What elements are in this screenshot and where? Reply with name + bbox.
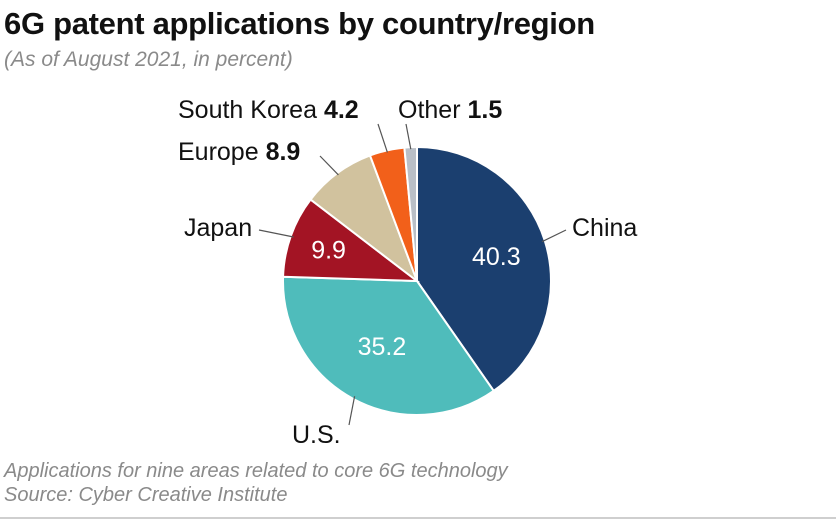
slice-label-u-s: U.S. bbox=[292, 421, 341, 449]
leader-line-other bbox=[405, 123, 412, 150]
leader-line-japan bbox=[258, 229, 294, 238]
slice-value-europe: 8.9 bbox=[266, 138, 301, 166]
slice-label-china: China bbox=[572, 214, 637, 242]
bottom-divider bbox=[0, 517, 836, 519]
slice-label-other: Other 1.5 bbox=[398, 96, 502, 124]
leader-line-south-korea bbox=[377, 123, 388, 153]
chart-title: 6G patent applications by country/region bbox=[4, 6, 595, 41]
slice-value-japan: 9.9 bbox=[311, 237, 346, 265]
slice-value-south-korea: 4.2 bbox=[324, 96, 359, 124]
leader-line-u-s bbox=[348, 396, 356, 426]
chart-footnote: Applications for nine areas related to c… bbox=[4, 460, 508, 482]
leader-line-europe bbox=[319, 155, 339, 176]
slice-value-u-s: 35.2 bbox=[358, 333, 407, 361]
slice-label-japan: Japan bbox=[184, 214, 252, 242]
leader-line-china bbox=[541, 229, 567, 243]
chart-source: Source: Cyber Creative Institute bbox=[4, 484, 288, 506]
slice-value-china: 40.3 bbox=[472, 243, 521, 271]
slice-label-europe: Europe 8.9 bbox=[178, 138, 300, 166]
chart-subtitle: (As of August 2021, in percent) bbox=[4, 48, 293, 71]
slice-value-other: 1.5 bbox=[467, 96, 502, 124]
slice-label-south-korea: South Korea 4.2 bbox=[178, 96, 359, 124]
pie-slice-u-s bbox=[282, 275, 496, 416]
